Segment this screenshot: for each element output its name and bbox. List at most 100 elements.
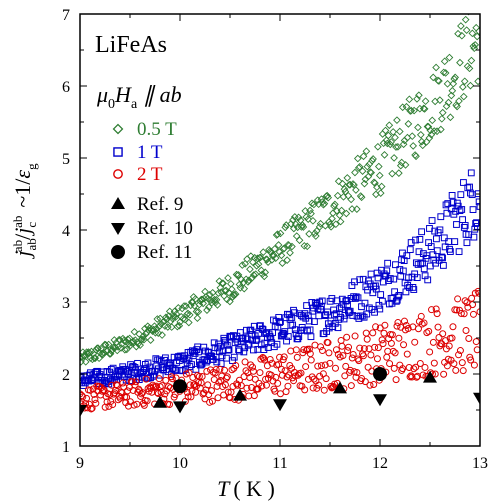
data-point bbox=[415, 91, 423, 100]
data-point bbox=[393, 116, 401, 124]
data-point bbox=[229, 357, 236, 365]
data-point bbox=[406, 284, 413, 291]
data-point bbox=[450, 360, 458, 368]
data-point bbox=[351, 278, 358, 286]
data-point bbox=[467, 189, 474, 197]
data-point bbox=[435, 77, 443, 85]
series-0-5-t bbox=[80, 0, 483, 366]
data-point bbox=[410, 286, 418, 293]
y-tick-label: 1 bbox=[62, 439, 70, 456]
data-point bbox=[155, 365, 162, 373]
data-point bbox=[274, 241, 283, 249]
data-point bbox=[440, 234, 448, 242]
legend-item: Ref. 10 bbox=[111, 218, 193, 239]
data-point bbox=[109, 401, 117, 409]
data-point bbox=[387, 339, 395, 347]
data-point bbox=[240, 348, 248, 356]
data-point bbox=[438, 253, 446, 261]
data-point bbox=[235, 280, 244, 289]
data-point bbox=[376, 305, 384, 313]
data-point bbox=[463, 62, 472, 71]
data-point bbox=[474, 77, 480, 86]
data-point bbox=[262, 381, 270, 389]
data-point bbox=[153, 315, 162, 323]
data-point bbox=[333, 381, 347, 394]
data-point bbox=[420, 319, 428, 327]
legend-marker bbox=[111, 245, 125, 259]
data-point bbox=[254, 260, 263, 269]
data-point bbox=[300, 242, 309, 250]
data-point bbox=[388, 169, 397, 178]
data-point bbox=[358, 303, 365, 311]
data-point bbox=[183, 388, 191, 396]
data-point bbox=[111, 343, 120, 352]
data-point bbox=[362, 329, 370, 337]
data-point bbox=[291, 220, 300, 229]
data-point bbox=[307, 333, 315, 341]
data-point bbox=[198, 372, 206, 380]
data-point bbox=[399, 267, 407, 275]
data-point bbox=[184, 318, 193, 327]
data-point bbox=[363, 335, 371, 343]
data-point bbox=[290, 377, 298, 385]
data-point bbox=[396, 266, 404, 273]
data-point bbox=[315, 381, 323, 389]
data-point bbox=[465, 334, 473, 342]
data-point bbox=[138, 389, 146, 397]
data-point bbox=[455, 351, 463, 359]
data-point bbox=[420, 105, 429, 113]
data-point bbox=[334, 177, 343, 186]
data-point bbox=[313, 196, 322, 205]
data-point bbox=[222, 374, 230, 382]
data-point bbox=[352, 293, 360, 301]
data-point bbox=[340, 185, 349, 193]
data-point bbox=[416, 130, 425, 139]
legend-marker-group bbox=[113, 169, 123, 179]
data-point bbox=[418, 141, 427, 150]
data-point bbox=[472, 23, 480, 32]
data-point bbox=[120, 336, 128, 345]
legend-marker-group bbox=[112, 123, 124, 135]
data-point bbox=[469, 206, 477, 213]
data-point bbox=[189, 352, 197, 360]
data-point bbox=[234, 271, 243, 279]
data-point bbox=[428, 306, 436, 314]
data-point bbox=[477, 0, 483, 4]
data-point bbox=[257, 355, 265, 363]
data-point bbox=[468, 191, 476, 199]
data-point bbox=[413, 373, 421, 381]
data-point bbox=[391, 133, 399, 142]
data-point bbox=[153, 395, 167, 408]
data-point bbox=[258, 325, 266, 333]
data-point bbox=[175, 321, 184, 330]
data-point bbox=[275, 314, 283, 321]
data-point bbox=[165, 307, 174, 316]
data-point bbox=[469, 301, 477, 309]
data-point bbox=[415, 248, 423, 256]
data-point bbox=[400, 341, 408, 349]
data-point bbox=[439, 68, 448, 77]
data-point bbox=[372, 285, 380, 293]
data-point bbox=[250, 392, 258, 400]
data-point bbox=[98, 387, 106, 395]
data-point bbox=[412, 152, 420, 161]
data-point bbox=[374, 274, 382, 282]
y-tick-label: 6 bbox=[62, 79, 70, 96]
data-point bbox=[370, 381, 378, 389]
data-point bbox=[130, 327, 139, 336]
x-tick-label: 13 bbox=[472, 455, 488, 472]
data-point bbox=[304, 215, 312, 223]
data-point bbox=[448, 334, 456, 342]
data-point bbox=[380, 329, 388, 337]
data-point bbox=[430, 127, 439, 135]
data-point bbox=[238, 335, 246, 343]
data-point bbox=[404, 281, 412, 289]
data-point bbox=[462, 26, 471, 35]
data-point bbox=[299, 223, 308, 231]
data-point bbox=[404, 120, 413, 128]
data-point bbox=[421, 97, 430, 106]
data-point bbox=[381, 126, 390, 135]
data-point bbox=[356, 344, 364, 352]
data-point bbox=[334, 324, 342, 332]
data-point bbox=[251, 270, 260, 279]
